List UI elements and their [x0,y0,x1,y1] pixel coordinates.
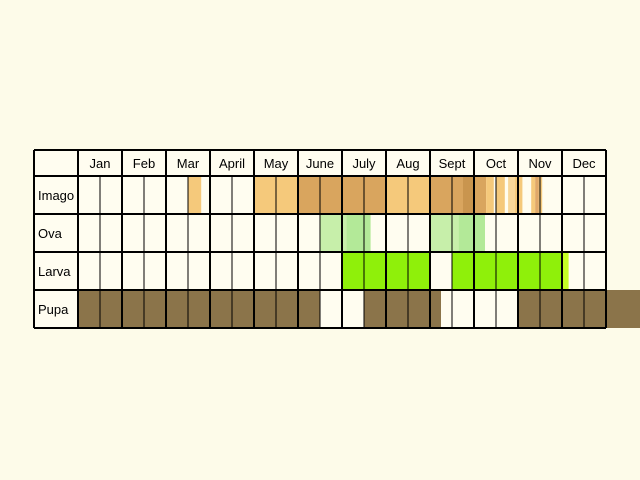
month-label-dec: Dec [572,156,596,171]
month-label-may: May [264,156,289,171]
stage-fill-pupa-0 [78,290,320,328]
month-label-feb: Feb [133,156,155,171]
stage-fill-imago-13 [538,176,543,214]
stage-fill-ova-3 [458,214,485,252]
stage-label-ova: Ova [38,226,63,241]
stage-fill-larva-1 [452,252,562,290]
month-label-nov: Nov [528,156,552,171]
stage-fill-imago-4 [430,176,463,214]
stage-fill-imago-9 [508,176,515,214]
stage-fill-pupa-2 [518,290,640,328]
month-label-oct: Oct [486,156,507,171]
stage-fill-ova-2 [430,214,459,252]
month-label-jan: Jan [90,156,111,171]
stage-fill-imago-6 [474,176,487,214]
stage-label-pupa: Pupa [38,302,69,317]
stage-fill-larva-2 [562,252,569,290]
stage-fill-imago-12 [535,176,539,214]
month-label-april: April [219,156,245,171]
month-label-july: July [352,156,376,171]
month-label-sept: Sept [439,156,466,171]
stage-label-larva: Larva [38,264,71,279]
stage-fill-imago-7 [486,176,494,214]
stage-fill-imago-8 [496,176,505,214]
stage-label-imago: Imago [38,188,74,203]
stage-fill-ova-1 [346,214,371,252]
stage-fill-imago-0 [188,176,202,214]
month-label-june: June [306,156,334,171]
stage-fill-pupa-1 [364,290,441,328]
month-label-aug: Aug [396,156,419,171]
stage-fill-imago-11 [531,176,536,214]
month-label-mar: Mar [177,156,200,171]
stage-fill-imago-5 [463,176,474,214]
